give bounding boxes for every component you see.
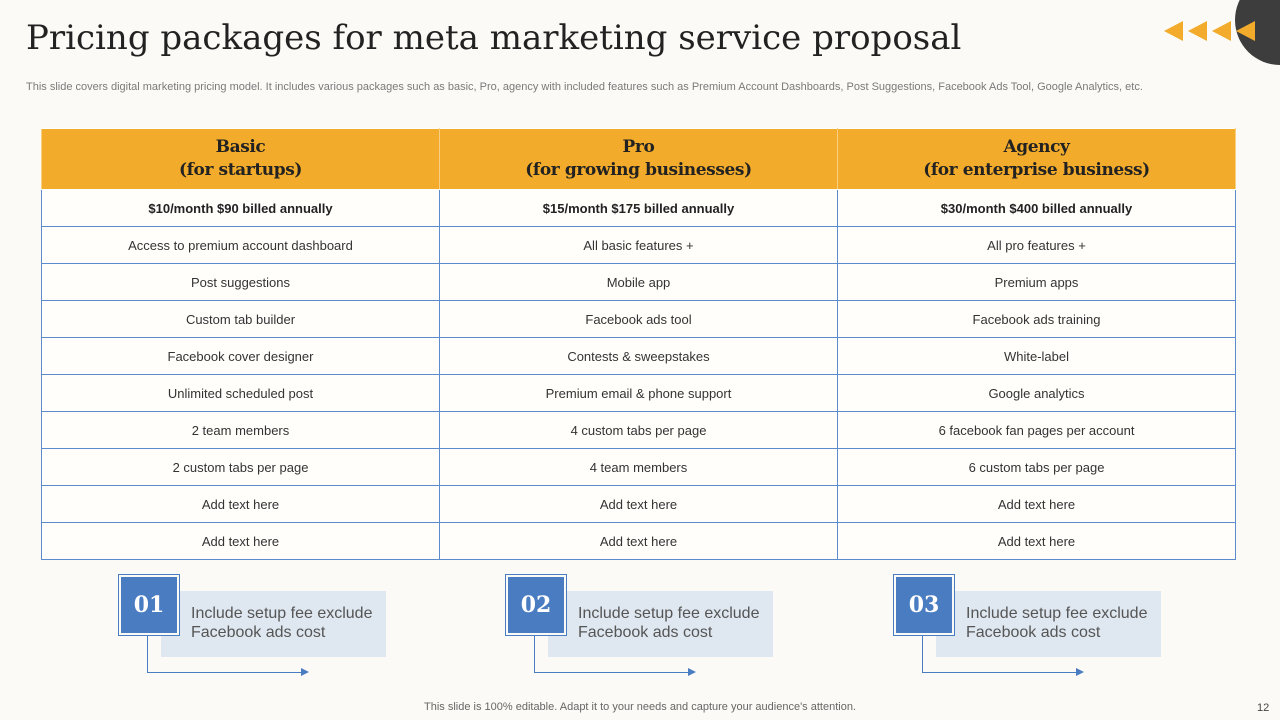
- arrow-left-icon: [1188, 21, 1207, 41]
- table-cell: 4 custom tabs per page: [439, 411, 838, 449]
- table-cell: Add text here: [439, 522, 838, 560]
- note-card-02: Include setup fee exclude Facebook ads c…: [505, 574, 776, 680]
- table-cell: 6 custom tabs per page: [837, 448, 1236, 486]
- connector-line: [147, 672, 302, 673]
- note-number: 01: [118, 574, 180, 636]
- note-text: Include setup fee exclude Facebook ads c…: [548, 591, 773, 657]
- table-row: 2 team members 4 custom tabs per page 6 …: [41, 411, 1236, 449]
- note-number: 03: [893, 574, 955, 636]
- arrow-right-icon: [688, 668, 696, 676]
- table-cell: White-label: [837, 337, 1236, 375]
- header-sub: (for startups): [178, 160, 303, 180]
- arrow-left-icon: [1212, 21, 1231, 41]
- table-cell: Facebook ads training: [837, 300, 1236, 338]
- table-cell: 2 team members: [41, 411, 440, 449]
- connector-line: [534, 672, 689, 673]
- price-cell: $10/month $90 billed annually: [41, 189, 440, 227]
- footer-note: This slide is 100% editable. Adapt it to…: [424, 701, 856, 713]
- connector-line: [922, 630, 923, 673]
- header-name: Basic: [215, 137, 266, 157]
- pricing-table: Basic (for startups) Pro (for growing bu…: [41, 128, 1236, 560]
- table-cell: Premium email & phone support: [439, 374, 838, 412]
- header-name: Agency: [1003, 137, 1070, 157]
- table-cell: All pro features +: [837, 226, 1236, 264]
- note-text: Include setup fee exclude Facebook ads c…: [161, 591, 386, 657]
- arrow-left-icon: [1236, 21, 1255, 41]
- table-row: Facebook cover designer Contests & sweep…: [41, 337, 1236, 375]
- table-row: 2 custom tabs per page 4 team members 6 …: [41, 448, 1236, 486]
- connector-line: [534, 630, 535, 673]
- price-row: $10/month $90 billed annually $15/month …: [41, 189, 1236, 227]
- note-text: Include setup fee exclude Facebook ads c…: [936, 591, 1161, 657]
- table-cell: Mobile app: [439, 263, 838, 301]
- table-cell: Premium apps: [837, 263, 1236, 301]
- table-cell: Add text here: [41, 485, 440, 523]
- table-cell: Contests & sweepstakes: [439, 337, 838, 375]
- table-cell: All basic features +: [439, 226, 838, 264]
- table-cell: Custom tab builder: [41, 300, 440, 338]
- connector-line: [147, 630, 148, 673]
- header-sub: (for enterprise business): [923, 160, 1150, 180]
- table-cell: Add text here: [439, 485, 838, 523]
- table-row: Custom tab builder Facebook ads tool Fac…: [41, 300, 1236, 338]
- header-basic: Basic (for startups): [41, 128, 440, 190]
- note-card-01: Include setup fee exclude Facebook ads c…: [118, 574, 389, 680]
- table-cell: 2 custom tabs per page: [41, 448, 440, 486]
- table-cell: Facebook cover designer: [41, 337, 440, 375]
- table-row: Unlimited scheduled post Premium email &…: [41, 374, 1236, 412]
- note-card-03: Include setup fee exclude Facebook ads c…: [893, 574, 1164, 680]
- table-cell: Unlimited scheduled post: [41, 374, 440, 412]
- table-cell: Facebook ads tool: [439, 300, 838, 338]
- table-cell: Access to premium account dashboard: [41, 226, 440, 264]
- connector-line: [922, 672, 1077, 673]
- table-row: Add text here Add text here Add text her…: [41, 485, 1236, 523]
- table-cell: Add text here: [837, 522, 1236, 560]
- note-number: 02: [505, 574, 567, 636]
- table-cell: Add text here: [41, 522, 440, 560]
- page-title: Pricing packages for meta marketing serv…: [26, 18, 962, 58]
- page-number: 12: [1257, 702, 1270, 714]
- price-cell: $15/month $175 billed annually: [439, 189, 838, 227]
- header-pro: Pro (for growing businesses): [439, 128, 838, 190]
- table-cell: Google analytics: [837, 374, 1236, 412]
- table-header-row: Basic (for startups) Pro (for growing bu…: [41, 128, 1236, 190]
- header-name: Pro: [622, 137, 655, 157]
- table-row: Access to premium account dashboard All …: [41, 226, 1236, 264]
- arrow-right-icon: [1076, 668, 1084, 676]
- arrow-left-icon: [1164, 21, 1183, 41]
- table-cell: Add text here: [837, 485, 1236, 523]
- header-agency: Agency (for enterprise business): [837, 128, 1236, 190]
- arrow-right-icon: [301, 668, 309, 676]
- header-sub: (for growing businesses): [525, 160, 752, 180]
- table-cell: Post suggestions: [41, 263, 440, 301]
- arrow-left-icons: [1164, 21, 1255, 41]
- price-cell: $30/month $400 billed annually: [837, 189, 1236, 227]
- table-row: Add text here Add text here Add text her…: [41, 522, 1236, 560]
- page-subtitle: This slide covers digital marketing pric…: [26, 81, 1143, 93]
- table-cell: 4 team members: [439, 448, 838, 486]
- table-cell: 6 facebook fan pages per account: [837, 411, 1236, 449]
- table-row: Post suggestions Mobile app Premium apps: [41, 263, 1236, 301]
